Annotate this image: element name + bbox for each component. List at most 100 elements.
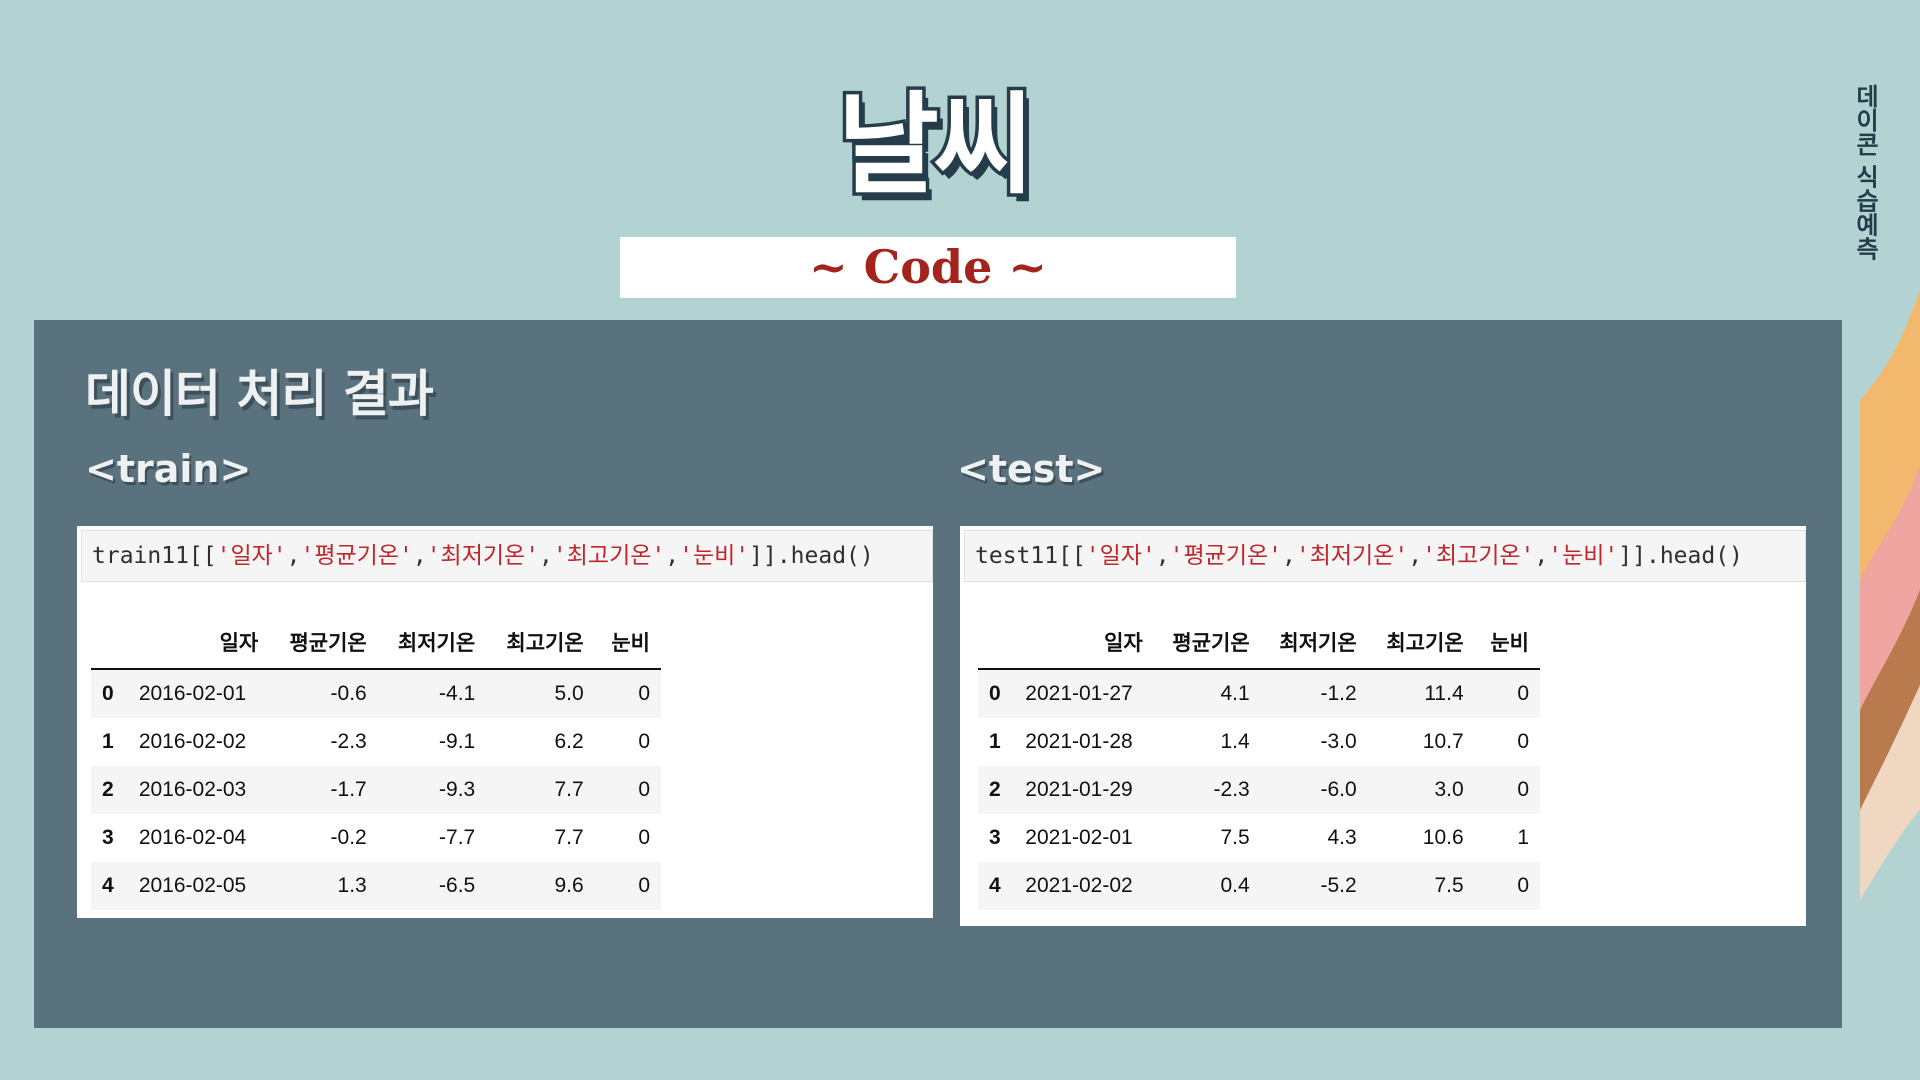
test-dataframe: 일자 평균기온 최저기온 최고기온 눈비 0 2021-01-27 4.1 -1.2 11.4 0 1…: [978, 616, 1540, 910]
table-row: 4 2016-02-05 1.3 -6.5 9.6 0: [91, 862, 661, 910]
table-cell: -7.7: [439, 826, 476, 849]
column-header: 평균기온: [269, 616, 378, 670]
section-heading: 데이터 처리 결과: [85, 365, 434, 423]
train-code-cell[interactable]: train11[['일자','평균기온','최저기온','최고기온','눈비']…: [81, 530, 933, 582]
table-cell: 10.7: [1422, 730, 1464, 753]
table-cell: 1.3: [337, 874, 367, 897]
row-index: 0: [102, 682, 114, 705]
row-index: 1: [989, 730, 1001, 753]
table-cell: 0: [638, 682, 650, 705]
index-header: [978, 616, 1015, 670]
table-cell: 2016-02-03: [138, 778, 247, 801]
content-panel: 데이터 처리 결과 <train> <test> train11[['일자','…: [34, 320, 1842, 1028]
table-cell: -5.2: [1320, 874, 1357, 897]
table-cell: -2.3: [330, 730, 367, 753]
table-cell: 10.6: [1422, 826, 1464, 849]
header-row: 일자 평균기온 최저기온 최고기온 눈비: [91, 616, 661, 670]
table-cell: -2.3: [1213, 778, 1250, 801]
code-comma: ,: [665, 543, 680, 569]
code-string: '최저기온': [1295, 543, 1409, 569]
code-comma: ,: [1155, 543, 1170, 569]
test-label: <test>: [957, 447, 1106, 491]
table-row: 2 2021-01-29 -2.3 -6.0 3.0 0: [978, 766, 1540, 814]
table-cell: 2016-02-01: [138, 682, 247, 705]
code-string: '최저기온': [426, 543, 540, 569]
table-cell: 5.0: [554, 682, 584, 705]
table-cell: 9.6: [554, 874, 584, 897]
code-suffix: ]].head(): [749, 543, 874, 569]
table-cell: 4.1: [1220, 682, 1250, 705]
table-cell: 2016-02-02: [138, 730, 247, 753]
table-cell: 7.5: [1220, 826, 1250, 849]
code-suffix: ]].head(): [1618, 543, 1743, 569]
test-card: test11[['일자','평균기온','최저기온','최고기온','눈비']]…: [960, 526, 1806, 926]
train-label: <train>: [85, 447, 252, 491]
code-comma: ,: [1408, 543, 1423, 569]
table-cell: -0.6: [330, 682, 367, 705]
table-row: 1 2021-01-28 1.4 -3.0 10.7 0: [978, 718, 1540, 766]
code-comma: ,: [1282, 543, 1296, 569]
train-dataframe: 일자 평균기온 최저기온 최고기온 눈비 0 2016-02-01 -0.6 -4.1 5.0 0 1…: [91, 616, 661, 910]
table-row: 3 2021-02-01 7.5 4.3 10.6 1: [978, 814, 1540, 862]
row-index: 4: [102, 874, 114, 897]
table-cell: 0: [1517, 682, 1529, 705]
table-cell: -9.1: [439, 730, 476, 753]
table-cell: 0: [638, 826, 650, 849]
header-row: 일자 평균기온 최저기온 최고기온 눈비: [978, 616, 1540, 670]
table-cell: -3.0: [1320, 730, 1357, 753]
table-cell: 7.5: [1434, 874, 1464, 897]
table-cell: -6.0: [1320, 778, 1357, 801]
table-cell: -4.1: [439, 682, 476, 705]
table-row: 3 2016-02-04 -0.2 -7.7 7.7 0: [91, 814, 661, 862]
column-header: 눈비: [1474, 616, 1540, 670]
column-header: 일자: [127, 616, 270, 670]
table-cell: 0: [638, 730, 650, 753]
row-index: 0: [989, 682, 1001, 705]
table-cell: 2021-01-27: [1025, 682, 1133, 705]
table-cell: 6.2: [554, 730, 584, 753]
table-cell: 2021-01-29: [1025, 778, 1133, 801]
table-cell: 1.4: [1220, 730, 1250, 753]
table-row: 4 2021-02-02 0.4 -5.2 7.5 0: [978, 862, 1540, 910]
code-string: '일자': [1085, 543, 1156, 569]
code-comma: ,: [539, 543, 553, 569]
code-string: '일자': [216, 543, 287, 569]
row-index: 4: [989, 874, 1001, 897]
row-index: 3: [989, 826, 1001, 849]
column-header: 최저기온: [377, 616, 487, 670]
code-string: '최고기온': [552, 543, 666, 569]
table-cell: -1.2: [1320, 682, 1357, 705]
row-index: 2: [102, 778, 114, 801]
row-index: 1: [102, 730, 114, 753]
code-string: '눈비': [679, 543, 750, 569]
table-cell: -0.2: [330, 826, 367, 849]
column-header: 평균기온: [1153, 616, 1261, 670]
decorative-stripes: [1860, 290, 1920, 900]
code-string: '평균기온': [300, 543, 413, 569]
table-cell: 2021-01-28: [1025, 730, 1133, 753]
table-cell: 2016-02-05: [138, 874, 247, 897]
test-code-cell[interactable]: test11[['일자','평균기온','최저기온','최고기온','눈비']]…: [964, 530, 1806, 582]
code-prefix: test11[[: [975, 543, 1086, 569]
table-cell: 1: [1517, 826, 1529, 849]
table-cell: 7.7: [554, 778, 584, 801]
table-cell: 7.7: [554, 826, 584, 849]
row-index: 3: [102, 826, 114, 849]
table-cell: 0: [1517, 778, 1529, 801]
table-row: 0 2016-02-01 -0.6 -4.1 5.0 0: [91, 669, 661, 718]
table-cell: 0: [1517, 874, 1529, 897]
table-cell: -6.5: [439, 874, 476, 897]
table-row: 1 2016-02-02 -2.3 -9.1 6.2 0: [91, 718, 661, 766]
page-title: 날씨: [834, 81, 1037, 209]
table-cell: 2016-02-04: [138, 826, 247, 849]
code-string: '평균기온': [1169, 543, 1282, 569]
table-cell: -9.3: [439, 778, 476, 801]
train-card: train11[['일자','평균기온','최저기온','최고기온','눈비']…: [77, 526, 933, 918]
table-row: 0 2021-01-27 4.1 -1.2 11.4 0: [978, 669, 1540, 718]
index-header: [91, 616, 128, 670]
table-cell: 11.4: [1424, 682, 1464, 705]
column-header: 일자: [1014, 616, 1154, 670]
table-cell: 0: [638, 874, 650, 897]
table-cell: 4.3: [1327, 826, 1357, 849]
table-cell: 0: [1517, 730, 1529, 753]
